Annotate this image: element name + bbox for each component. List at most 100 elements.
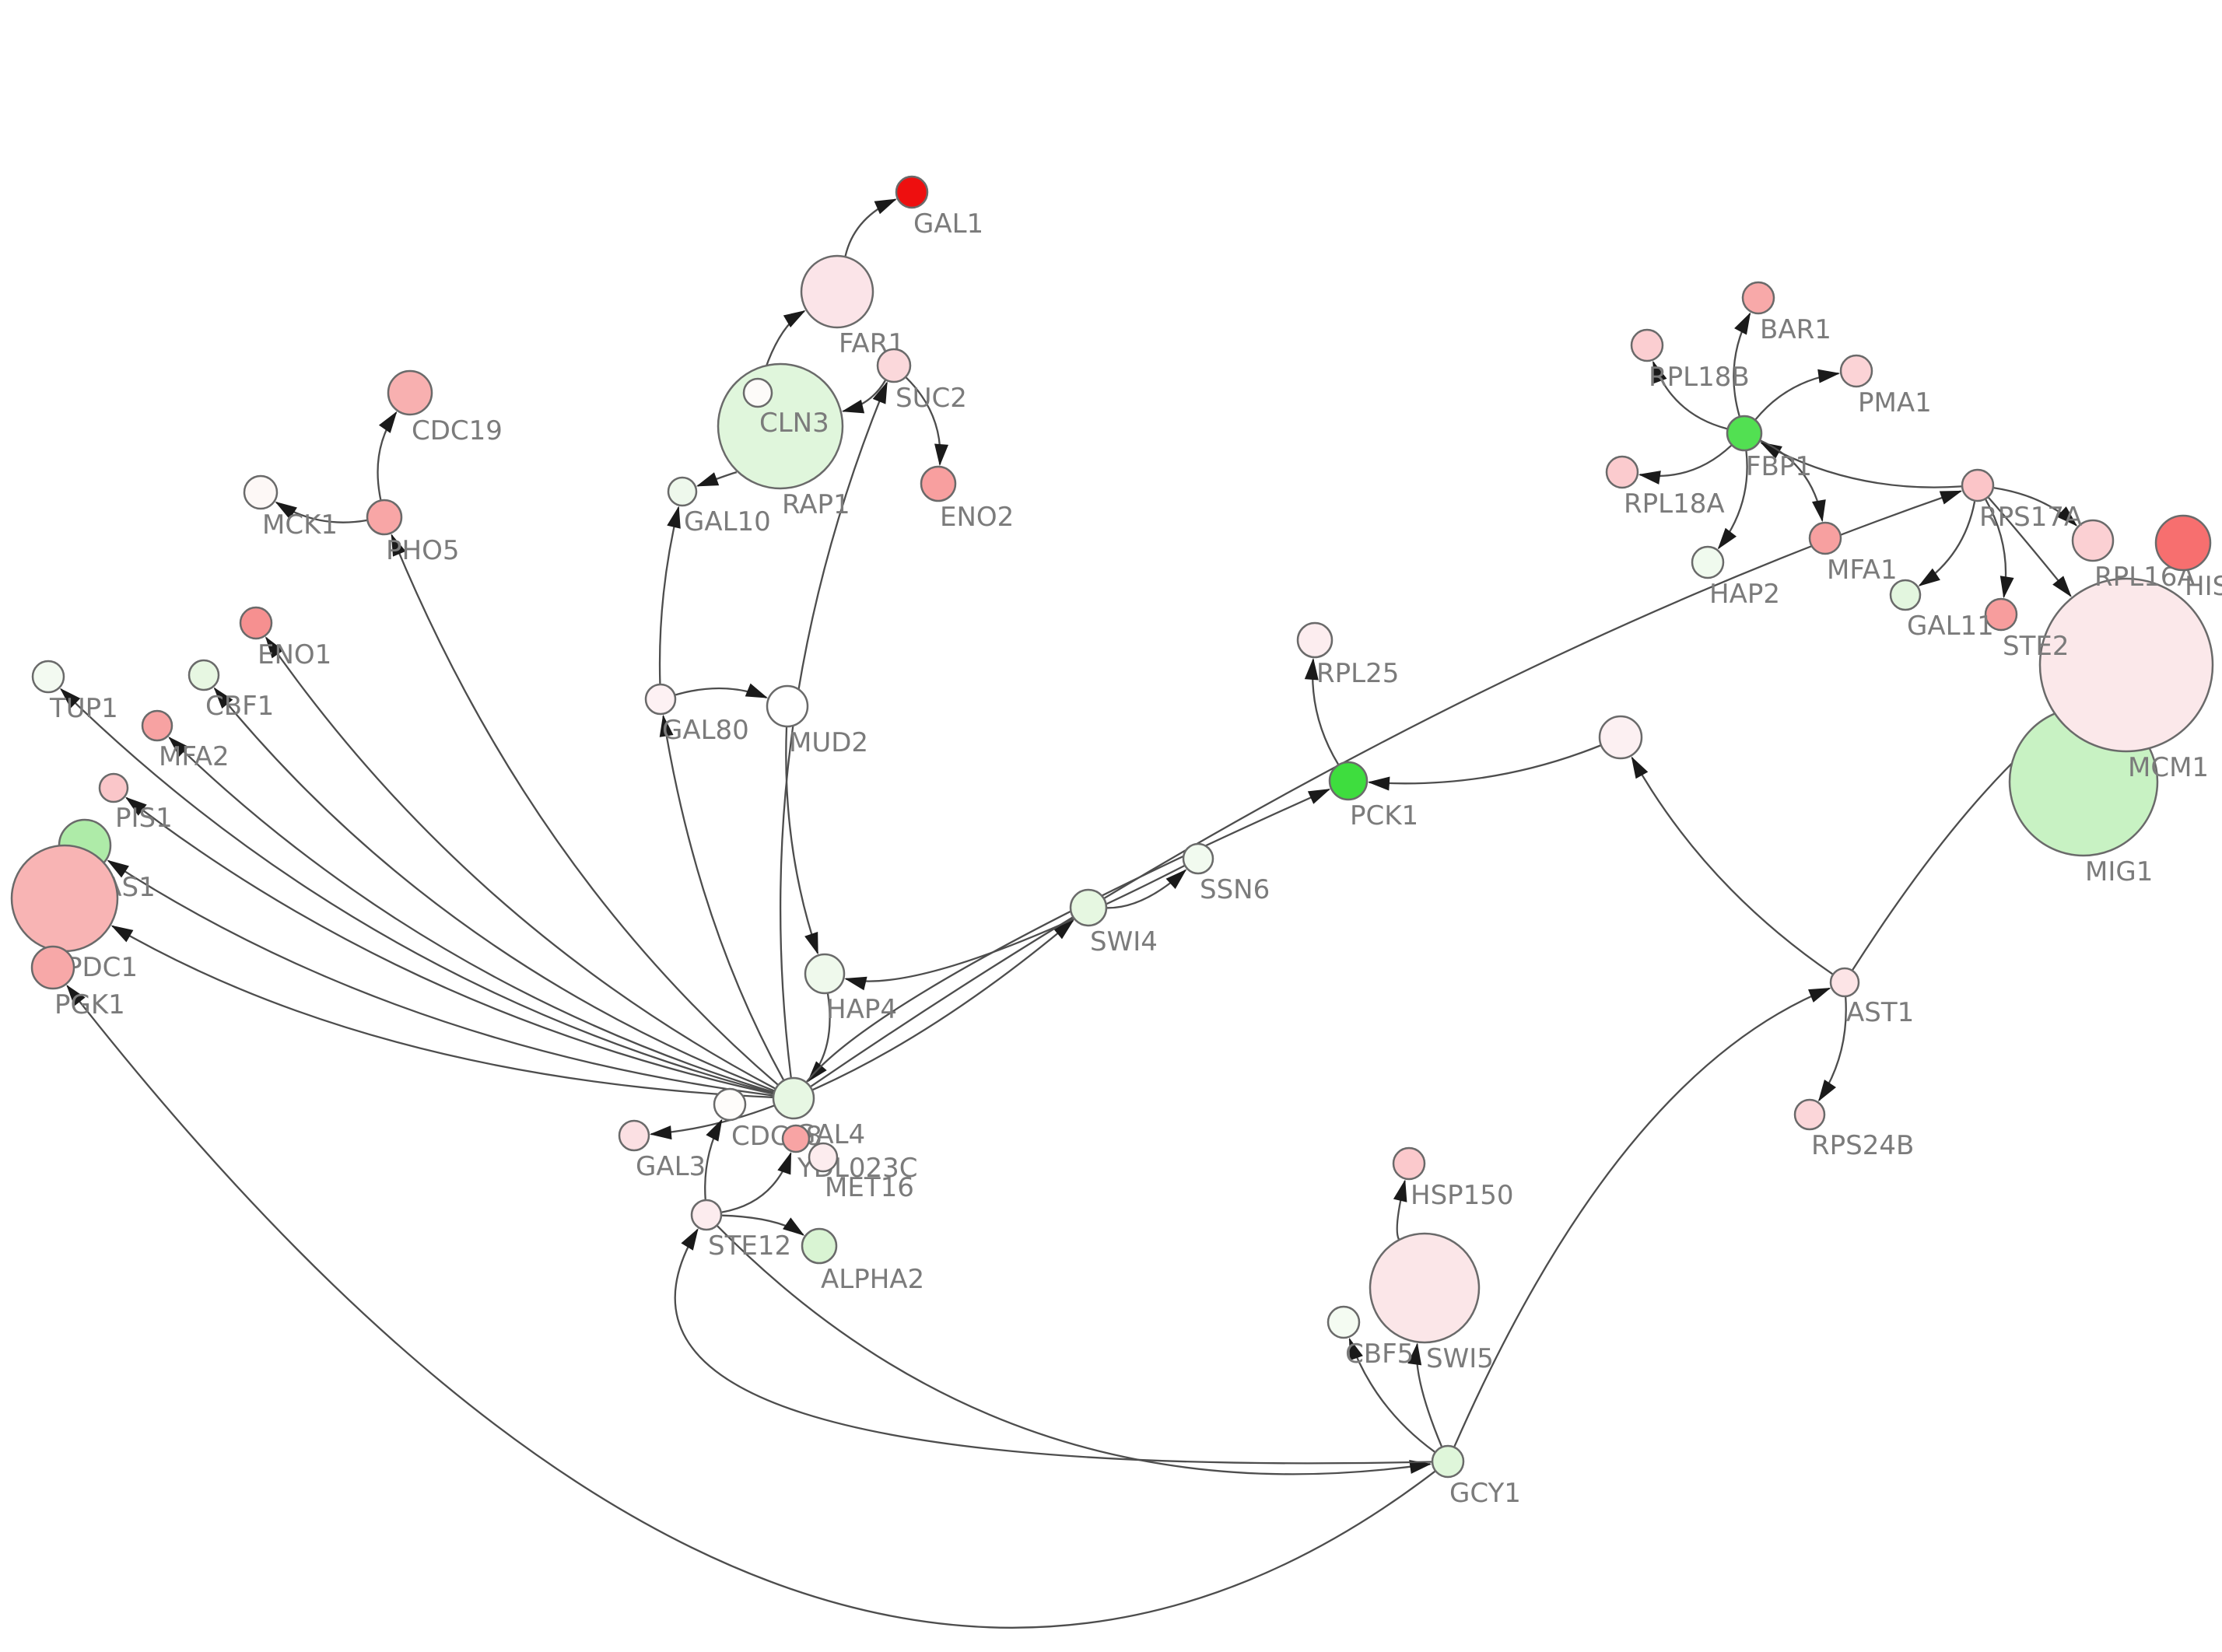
edge-FBP1-RPL18B[interactable]	[1652, 360, 1727, 430]
edge-MUD2-HAP4[interactable]	[785, 726, 819, 955]
node-HSP150[interactable]	[1392, 1146, 1426, 1181]
edge-AST1-RPS24B[interactable]	[1817, 996, 1847, 1102]
node-RPS17A[interactable]	[1961, 468, 1995, 502]
edge-GAL4-RPS17A[interactable]	[810, 490, 1963, 1087]
node-CLN3[interactable]	[742, 377, 773, 408]
edge-GCY1-AST1[interactable]	[1453, 987, 1831, 1447]
node-STE2[interactable]	[1984, 597, 2018, 632]
node-MCM1[interactable]	[2038, 577, 2214, 753]
node-GAL4[interactable]	[772, 1076, 815, 1120]
edge-NODE_X-PCK1[interactable]	[1367, 744, 1601, 791]
node-BAR1[interactable]	[1741, 281, 1775, 315]
node-ENO2[interactable]	[920, 465, 957, 502]
edge-GAL4-PCK1[interactable]	[806, 788, 1331, 1083]
node-SWI4[interactable]	[1069, 888, 1108, 927]
node-MCK1[interactable]	[243, 474, 279, 510]
edge-FAR1-GAL1[interactable]	[844, 198, 897, 257]
node-RPL18B[interactable]	[1630, 328, 1664, 362]
edge-FBP1-BAR1[interactable]	[1733, 312, 1751, 417]
edge-GCY1-PGK1[interactable]	[66, 985, 1435, 1629]
edge-GAL4-RAS1[interactable]	[107, 859, 773, 1097]
edge-RPS17A-MCM1[interactable]	[1988, 497, 2072, 597]
node-FBP1[interactable]	[1726, 415, 1763, 452]
node-RPL16A[interactable]	[2071, 519, 2115, 562]
node-RPL18A[interactable]	[1605, 455, 1639, 489]
node-CDC19[interactable]	[387, 369, 433, 416]
node-STE12[interactable]	[690, 1199, 723, 1231]
node-TUP1[interactable]	[31, 660, 65, 694]
edge-GAL4-PDC1[interactable]	[110, 925, 773, 1098]
node-GAL80[interactable]	[644, 683, 677, 716]
edge-RPS17A-RPL16A[interactable]	[1993, 487, 2078, 527]
edge-GAL4-SWI4[interactable]	[812, 919, 1074, 1091]
node-AST1[interactable]	[1829, 967, 1860, 998]
node-MFA1[interactable]	[1808, 521, 1842, 555]
edge-GCY1-CBF5[interactable]	[1348, 1337, 1435, 1453]
edge-GAL80-MUD2[interactable]	[675, 683, 769, 698]
edge-STE12-CDC28[interactable]	[704, 1118, 723, 1200]
edge-STE12-GCY1[interactable]	[717, 1225, 1432, 1475]
node-GAL11[interactable]	[1889, 579, 1922, 611]
edge-PHO5-CDC19[interactable]	[377, 411, 398, 500]
node-MUD2[interactable]	[766, 684, 809, 728]
edge-SWI4-SSN6[interactable]	[1106, 869, 1187, 909]
node-MET16[interactable]	[808, 1142, 839, 1173]
edge-FBP1-PMA1[interactable]	[1754, 369, 1841, 420]
node-HAP4[interactable]	[804, 953, 846, 995]
edge-RPS17A-STE2[interactable]	[1985, 499, 2014, 599]
edge-PHO5-MCK1[interactable]	[275, 501, 367, 523]
edge-GCY1-STE12[interactable]	[674, 1228, 1432, 1465]
edge-RPS17A-GAL11[interactable]	[1918, 501, 1976, 586]
edge-GAL4-SUC2[interactable]	[780, 381, 888, 1078]
node-RPS24B[interactable]	[1793, 1098, 1826, 1131]
edge-STE12-YDL023C[interactable]	[721, 1152, 792, 1213]
node-HIS4[interactable]	[2154, 514, 2212, 572]
edge-GAL4-PHO5[interactable]	[391, 534, 779, 1086]
edge-AST1-NODE_X[interactable]	[1631, 756, 1833, 975]
node-PMA1[interactable]	[1839, 354, 1873, 388]
node-ENO1[interactable]	[239, 606, 273, 640]
edge-SUC2-ENO2[interactable]	[905, 376, 948, 467]
node-GAL10[interactable]	[667, 476, 698, 507]
node-unlabeled[interactable]	[1598, 715, 1643, 760]
node-YDL023C[interactable]	[781, 1124, 811, 1153]
node-GAL3[interactable]	[618, 1119, 650, 1152]
edge-STE12-ALPHA2[interactable]	[721, 1214, 805, 1236]
edge-SSN6-HAP4[interactable]	[844, 865, 1185, 991]
edge-GAL4-TUP1[interactable]	[59, 688, 774, 1094]
edge-GAL4-GAL80[interactable]	[659, 714, 785, 1080]
edge-FBP1-MFA1[interactable]	[1760, 439, 1826, 523]
edge-GAL4-ENO1[interactable]	[265, 636, 776, 1090]
node-RPL25[interactable]	[1296, 621, 1334, 659]
edge-RAP1-GAL10[interactable]	[696, 471, 738, 487]
edge-GAL4-CBF1[interactable]	[213, 687, 775, 1092]
node-SWI5[interactable]	[1369, 1232, 1481, 1344]
node-group-RPL18B: RPL18B	[1630, 328, 1750, 393]
node-SSN6[interactable]	[1182, 842, 1214, 875]
edge-GAL4-MFA2[interactable]	[168, 737, 774, 1094]
node-CDC28[interactable]	[713, 1087, 747, 1122]
node-PCK1[interactable]	[1328, 761, 1369, 801]
node-CBF5[interactable]	[1327, 1305, 1361, 1339]
node-ALPHA2[interactable]	[801, 1227, 838, 1265]
node-PGK1[interactable]	[30, 945, 75, 990]
node-GCY1[interactable]	[1431, 1444, 1465, 1479]
node-MFA2[interactable]	[141, 709, 173, 742]
node-SUC2[interactable]	[876, 348, 912, 383]
node-PIS1[interactable]	[98, 772, 129, 803]
node-label-MFA2: MFA2	[159, 741, 230, 772]
edge-GCY1-SWI5[interactable]	[1407, 1342, 1442, 1447]
node-PDC1[interactable]	[10, 844, 119, 953]
edge-GAL80-GAL10[interactable]	[658, 506, 681, 684]
edge-GAL4-PIS1[interactable]	[125, 796, 773, 1095]
edge-PCK1-RPL25[interactable]	[1304, 657, 1339, 765]
node-FAR1[interactable]	[800, 254, 874, 329]
edge-SWI5-HSP150[interactable]	[1393, 1179, 1407, 1240]
edge-FBP1-HAP2[interactable]	[1717, 450, 1748, 550]
node-HAP2[interactable]	[1691, 545, 1725, 579]
node-PHO5[interactable]	[366, 499, 403, 536]
node-GAL1[interactable]	[895, 175, 929, 209]
node-CBF1[interactable]	[188, 659, 220, 691]
edge-FBP1-RPL18A[interactable]	[1638, 444, 1732, 485]
edge-SUC2-RAP1[interactable]	[841, 380, 886, 414]
